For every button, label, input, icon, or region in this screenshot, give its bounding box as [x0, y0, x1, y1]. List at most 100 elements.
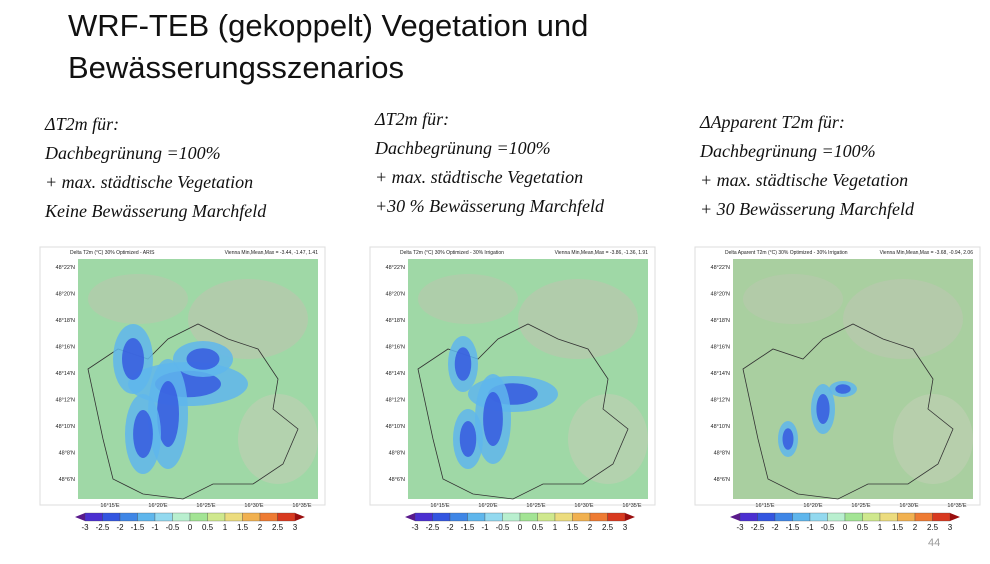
- map-field: [518, 279, 638, 359]
- colorbar-label: 1.5: [237, 523, 249, 532]
- colorbar-label: -2.5: [96, 523, 110, 532]
- colorbar-segment: [277, 512, 296, 522]
- colorbar-label: -2: [771, 523, 779, 532]
- lat-label: 48°20'N: [711, 292, 730, 298]
- lon-label: 16°30'E: [574, 503, 593, 509]
- map-field: [238, 394, 318, 484]
- map-field: [568, 394, 648, 484]
- map-title: Delta T2m (°C) 30% Optimized - ARIS: [70, 250, 155, 256]
- lon-label: 16°15'E: [430, 503, 449, 509]
- colorbar-segment: [897, 512, 916, 522]
- caption-line: + 30 Bewässerung Marchfeld: [700, 199, 915, 219]
- colorbar-segment: [102, 512, 121, 522]
- colorbar-label: -2.5: [426, 523, 440, 532]
- lat-label: 48°22'N: [386, 265, 405, 271]
- caption-line: Dachbegrünung =100%: [44, 143, 221, 163]
- cool-core: [816, 394, 830, 424]
- map-field: [743, 274, 843, 324]
- lat-label: 48°12'N: [711, 398, 730, 404]
- lat-label: 48°10'N: [386, 424, 405, 430]
- colorbar-label: 0.5: [532, 523, 544, 532]
- colorbar-segment: [207, 512, 226, 522]
- lon-label: 16°20'E: [148, 503, 167, 509]
- colorbar-end: [730, 513, 740, 521]
- colorbar-segment: [119, 512, 138, 522]
- colorbar-segment: [739, 512, 758, 522]
- colorbar-label: -1.5: [461, 523, 475, 532]
- colorbar-label: -2.5: [751, 523, 765, 532]
- map-field: [88, 274, 188, 324]
- colorbar-segment: [914, 512, 933, 522]
- panel: ΔApparent T2m für: Dachbegrünung =100% + …: [694, 112, 981, 532]
- vienna-outline: [417, 323, 629, 500]
- colorbar-end: [75, 513, 85, 521]
- colorbar-segment: [879, 512, 898, 522]
- colorbar-label: -3: [81, 523, 89, 532]
- lat-label: 48°16'N: [386, 345, 405, 351]
- colorbar-segment: [137, 512, 156, 522]
- lon-label: 16°30'E: [244, 503, 263, 509]
- lon-label: 16°25'E: [196, 503, 215, 509]
- map-field: [843, 279, 963, 359]
- colorbar-segment: [259, 512, 278, 522]
- panel: ΔT2m für: Dachbegrünung =100% + max. städ…: [369, 109, 656, 532]
- lon-label: 16°25'E: [851, 503, 870, 509]
- map-field: [418, 274, 518, 324]
- colorbar-segment: [224, 512, 243, 522]
- colorbar-segment: [932, 512, 951, 522]
- cool-core: [454, 347, 472, 381]
- slide-title: WRF-TEB (gekoppelt) Vegetation und: [68, 8, 588, 43]
- caption-line: ΔT2m für:: [44, 114, 119, 134]
- lat-label: 48°16'N: [56, 345, 75, 351]
- colorbar-label: 0.5: [857, 523, 869, 532]
- lat-label: 48°18'N: [711, 318, 730, 324]
- lon-label: 16°20'E: [478, 503, 497, 509]
- colorbar-label: 2.5: [272, 523, 284, 532]
- lat-label: 48°18'N: [56, 318, 75, 324]
- cool-core: [835, 384, 851, 394]
- caption-line: Keine Bewässerung Marchfeld: [44, 201, 267, 221]
- map-title: Delta Aparent T2m (°C) 30% Optimized - 3…: [725, 250, 848, 256]
- colorbar-label: 2: [588, 523, 593, 532]
- colorbar-label: -0.5: [496, 523, 510, 532]
- lon-label: 16°15'E: [100, 503, 119, 509]
- colorbar-label: -1: [151, 523, 159, 532]
- lat-label: 48°8'N: [714, 451, 730, 457]
- lat-label: 48°20'N: [386, 292, 405, 298]
- colorbar-segment: [414, 512, 433, 522]
- colorbar-label: -2: [116, 523, 124, 532]
- panel: ΔT2m für: Dachbegrünung =100% + max. städ…: [39, 114, 326, 532]
- colorbar-label: 1: [553, 523, 558, 532]
- colorbar-label: -3: [736, 523, 744, 532]
- colorbar-segment: [844, 512, 863, 522]
- colorbar-end: [295, 513, 305, 521]
- caption-line: Dachbegrünung =100%: [699, 141, 876, 161]
- colorbar-segment: [154, 512, 173, 522]
- page-number: 44: [928, 537, 940, 549]
- colorbar-segment: [537, 512, 556, 522]
- colorbar-segment: [554, 512, 573, 522]
- lon-label: 16°15'E: [755, 503, 774, 509]
- lon-label: 16°35'E: [292, 503, 311, 509]
- caption-line: + max. städtische Vegetation: [700, 170, 908, 190]
- colorbar-label: -0.5: [166, 523, 180, 532]
- caption-line: ΔT2m für:: [374, 109, 449, 129]
- colorbar-label: 1: [223, 523, 228, 532]
- colorbar-segment: [484, 512, 503, 522]
- caption-line: +30 % Bewässerung Marchfeld: [375, 196, 605, 216]
- lat-label: 48°6'N: [389, 477, 405, 483]
- cool-core: [122, 338, 144, 380]
- colorbar-segment: [862, 512, 881, 522]
- colorbar-label: 0: [518, 523, 523, 532]
- colorbar-label: 1.5: [567, 523, 579, 532]
- colorbar-segment: [519, 512, 538, 522]
- lat-label: 48°22'N: [711, 265, 730, 271]
- lon-label: 16°35'E: [622, 503, 641, 509]
- colorbar-label: 2: [913, 523, 918, 532]
- colorbar-label: 2.5: [927, 523, 939, 532]
- colorbar-end: [405, 513, 415, 521]
- map-title: Delta T2m (°C) 30% Optimized - 30% Irrig…: [400, 250, 504, 256]
- colorbar-label: -3: [411, 523, 419, 532]
- colorbar-segment: [189, 512, 208, 522]
- caption-line: + max. städtische Vegetation: [45, 172, 253, 192]
